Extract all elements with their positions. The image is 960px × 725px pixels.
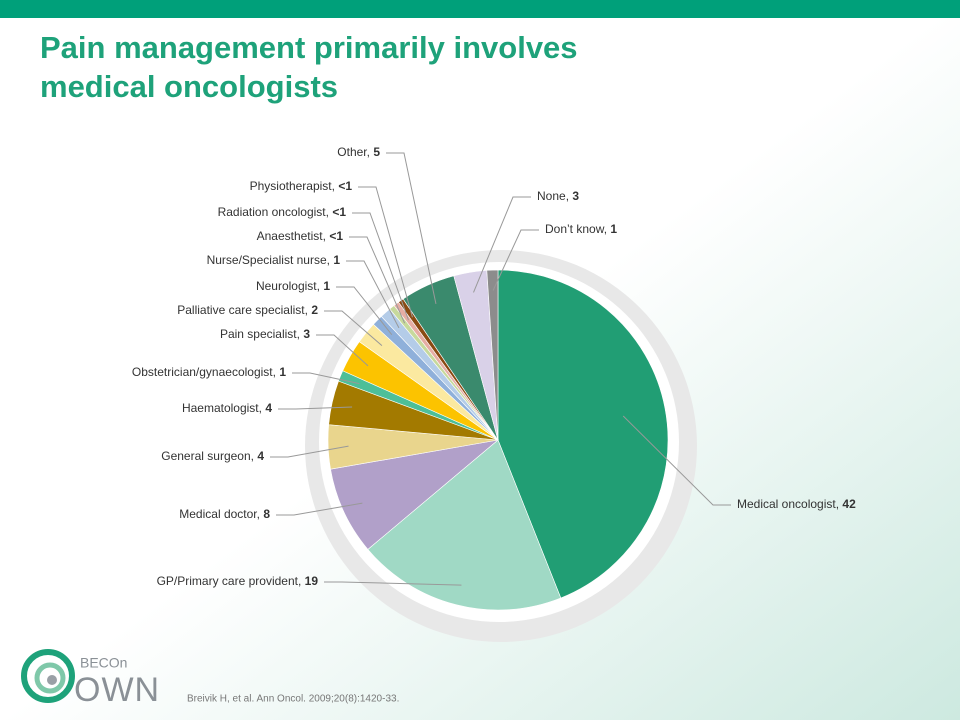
leader-line xyxy=(324,310,383,347)
data-label: Medical oncologist, 42 xyxy=(737,497,856,511)
category-label: Don’t know, xyxy=(545,222,610,236)
data-label: Palliative care specialist, 2 xyxy=(177,303,318,317)
pie xyxy=(327,269,669,611)
leader-line xyxy=(324,581,462,586)
logo-text: BECOn xyxy=(80,655,127,671)
category-label: Other, xyxy=(337,145,373,159)
leader-line xyxy=(622,415,731,506)
pie-slice xyxy=(486,269,499,441)
value-label: <1 xyxy=(329,229,343,243)
logo-ring xyxy=(34,662,66,694)
data-label: Haematologist, 4 xyxy=(182,401,272,415)
pie-slice xyxy=(330,439,500,550)
pie-slice xyxy=(497,269,669,599)
category-label: Physiotherapist, xyxy=(250,179,339,193)
logo-ring xyxy=(21,649,75,703)
leader-line xyxy=(276,502,363,516)
category-label: Medical oncologist, xyxy=(737,497,842,511)
logo: BECOn OWN xyxy=(21,649,160,709)
value-label: 1 xyxy=(333,253,340,267)
value-label: 42 xyxy=(842,497,856,511)
value-label: 1 xyxy=(323,279,330,293)
leader-line xyxy=(492,229,539,291)
value-label: 3 xyxy=(303,327,310,341)
category-label: GP/Primary care provident, xyxy=(157,574,305,588)
value-label: 1 xyxy=(610,222,617,236)
value-label: <1 xyxy=(338,179,352,193)
category-label: Radiation oncologist, xyxy=(218,205,333,219)
data-label: Medical doctor, 8 xyxy=(179,507,270,521)
category-label: Haematologist, xyxy=(182,401,265,415)
leader-line xyxy=(349,236,406,324)
value-label: 5 xyxy=(373,145,380,159)
title-line: Pain management primarily involves xyxy=(40,30,578,65)
value-label: <1 xyxy=(332,205,346,219)
category-label: Neurologist, xyxy=(256,279,323,293)
data-label: Pain specialist, 3 xyxy=(220,327,310,341)
leader-line xyxy=(358,186,413,318)
value-label: 4 xyxy=(257,449,264,463)
leader-line xyxy=(292,372,360,385)
leader-line xyxy=(278,406,353,410)
category-label: Nurse/Specialist nurse, xyxy=(207,253,334,267)
category-label: Palliative care specialist, xyxy=(177,303,311,317)
category-label: Anaesthetist, xyxy=(257,229,330,243)
value-label: 19 xyxy=(305,574,319,588)
leader-line xyxy=(473,196,531,293)
data-label: Radiation oncologist, <1 xyxy=(218,205,347,219)
leader-line xyxy=(386,152,437,304)
category-label: Pain specialist, xyxy=(220,327,303,341)
pie-slice xyxy=(367,439,562,611)
category-label: Medical doctor, xyxy=(179,507,263,521)
value-label: 4 xyxy=(265,401,272,415)
value-label: 2 xyxy=(311,303,318,317)
logo-text: OWN xyxy=(74,671,160,709)
data-label: Don’t know, 1 xyxy=(545,222,617,236)
data-label: Obstetrician/gynaecologist, 1 xyxy=(132,365,286,379)
data-label: Anaesthetist, <1 xyxy=(257,229,344,243)
logo-dot xyxy=(47,675,57,685)
chart-title: Pain management primarily involves medica… xyxy=(40,30,578,104)
category-label: Obstetrician/gynaecologist, xyxy=(132,365,279,379)
data-label: Neurologist, 1 xyxy=(256,279,330,293)
data-label: GP/Primary care provident, 19 xyxy=(157,574,319,588)
category-label: General surgeon, xyxy=(161,449,257,463)
leader-line xyxy=(270,445,349,458)
category-label: None, xyxy=(537,189,572,203)
data-label: None, 3 xyxy=(537,189,579,203)
data-label: Physiotherapist, <1 xyxy=(250,179,353,193)
title-line: medical oncologists xyxy=(40,69,338,104)
leader-line xyxy=(336,286,393,335)
value-label: 1 xyxy=(279,365,286,379)
footnote: Breivik H, et al. Ann Oncol. 2009;20(8):… xyxy=(187,694,399,705)
top-bar xyxy=(0,0,960,18)
leader-line xyxy=(316,334,369,367)
value-label: 8 xyxy=(263,507,270,521)
data-label: Other, 5 xyxy=(337,145,380,159)
leader-line xyxy=(346,260,400,329)
leader-line xyxy=(352,212,409,321)
data-label: Nurse/Specialist nurse, 1 xyxy=(207,253,341,267)
value-label: 3 xyxy=(572,189,579,203)
data-label: General surgeon, 4 xyxy=(161,449,264,463)
